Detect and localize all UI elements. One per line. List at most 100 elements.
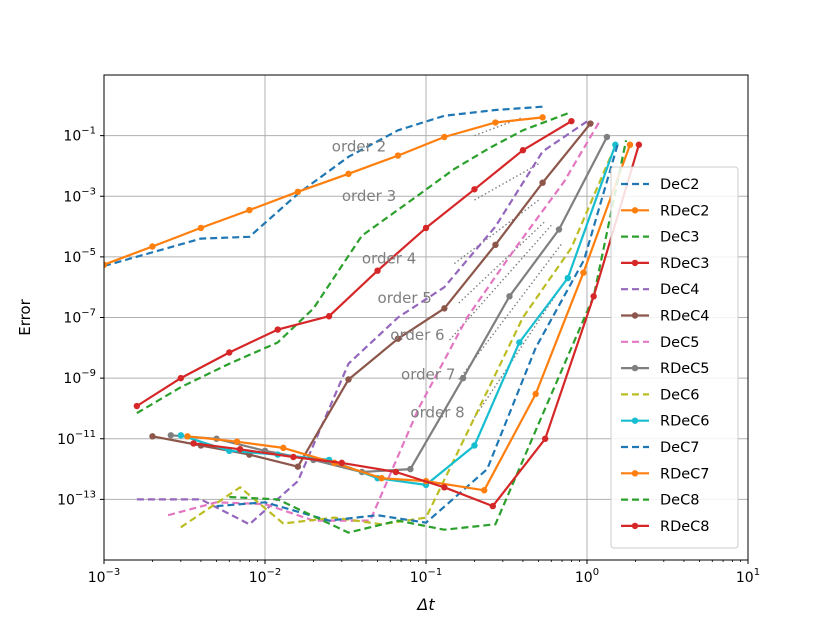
series-dec5 (167, 120, 601, 522)
data-point (441, 305, 448, 312)
legend-label: DeC7 (660, 440, 699, 456)
legend-marker (631, 259, 639, 267)
order-reference-line (453, 199, 539, 265)
x-tick-label: 10−1 (410, 567, 443, 586)
series-line (187, 144, 632, 492)
data-point (590, 293, 597, 300)
series-line (216, 144, 619, 524)
legend-label: RDeC4 (660, 309, 710, 325)
data-point (280, 444, 287, 452)
legend-item: RDeC5 (621, 361, 710, 377)
series-line (136, 110, 572, 415)
data-point (177, 374, 185, 382)
legend-label: DeC8 (660, 493, 699, 509)
legend-marker (631, 312, 639, 319)
data-point (532, 390, 539, 398)
data-point (441, 133, 448, 141)
legend-label: RDeC2 (660, 203, 710, 219)
series-dec2 (104, 105, 543, 268)
x-tick-label: 100 (575, 567, 599, 586)
series-dec7 (216, 144, 619, 524)
data-point (378, 474, 385, 482)
data-point (516, 339, 523, 346)
legend-label: RDeC6 (660, 414, 710, 430)
series-line (104, 116, 543, 266)
x-axis-label: Δt (415, 595, 435, 614)
data-point (394, 335, 402, 342)
legend-label: DeC3 (660, 230, 699, 246)
data-point (459, 374, 467, 382)
data-point (539, 179, 546, 186)
order-reference-line (458, 220, 546, 304)
order-reference-line (449, 224, 552, 341)
legend-item: DeC6 (621, 387, 699, 403)
order-annotation-label: order 2 (332, 137, 386, 155)
legend-marker (631, 417, 639, 424)
order-reference-line (474, 163, 539, 201)
data-point (603, 133, 611, 141)
data-point (177, 432, 185, 439)
legend-item: RDeC7 (621, 466, 710, 482)
data-point (290, 453, 297, 461)
legend-marker (631, 364, 639, 372)
data-point (149, 243, 156, 250)
data-point (184, 433, 191, 440)
x-tick-label: 101 (736, 567, 760, 586)
series-lines (104, 105, 643, 534)
legend-item: RDeC4 (621, 309, 710, 325)
data-point (492, 241, 499, 249)
data-point (149, 433, 156, 440)
data-point (104, 261, 108, 268)
series-line (229, 140, 628, 534)
data-point (338, 459, 346, 467)
series-dec8 (229, 140, 628, 534)
data-point (274, 326, 281, 333)
data-point (374, 267, 381, 274)
data-point (568, 117, 575, 125)
y-tick-label: 10−5 (63, 247, 96, 266)
series-rdec7 (184, 141, 634, 494)
series-line (180, 156, 612, 529)
legend: DeC2 RDeC2 DeC3 RDeC3 DeC4 RDeC4 DeC5 RDeC5 DeC6… (610, 166, 739, 549)
legend-item: DeC7 (621, 440, 699, 456)
legend-item: DeC2 (621, 177, 699, 193)
data-point (422, 224, 430, 232)
data-point (294, 188, 302, 196)
data-point (635, 141, 643, 148)
legend-item: RDeC3 (621, 256, 710, 272)
data-point (481, 487, 488, 494)
legend-label: RDeC5 (660, 361, 710, 377)
data-point (345, 376, 352, 383)
legend-item: RDeC6 (621, 414, 710, 430)
y-tick-label: 10−13 (57, 489, 96, 508)
order-annotation-label: order 5 (378, 289, 432, 307)
order-annotations: order 2 order 3 order 4 order 5 order 6 order… (332, 137, 465, 421)
data-point (471, 442, 478, 449)
data-point (197, 224, 205, 232)
data-point (519, 147, 527, 154)
series-dec4 (136, 118, 592, 526)
data-point (471, 186, 478, 193)
legend-item: DeC8 (621, 493, 699, 509)
legend-box (610, 166, 739, 549)
legend-item: DeC5 (621, 335, 699, 351)
order-annotation-label: order 4 (362, 250, 416, 268)
series-line (136, 118, 592, 526)
legend-item: DeC4 (621, 282, 699, 298)
series-line (136, 120, 572, 407)
y-tick-label: 10−9 (63, 368, 96, 387)
y-axis-label: Error (16, 298, 34, 335)
legend-label: DeC5 (660, 335, 699, 351)
legend-label: RDeC8 (660, 519, 710, 535)
data-point (407, 465, 414, 473)
order-annotation-label: order 3 (342, 187, 396, 205)
series-dec6 (180, 156, 612, 529)
series-rdec4 (149, 120, 594, 470)
series-line (193, 144, 640, 508)
data-point (489, 502, 497, 510)
order-annotation-label: order 7 (401, 366, 455, 384)
series-line (167, 120, 601, 522)
legend-label: RDeC3 (660, 256, 710, 272)
legend-marker (631, 207, 639, 214)
series-dec3 (136, 110, 572, 415)
